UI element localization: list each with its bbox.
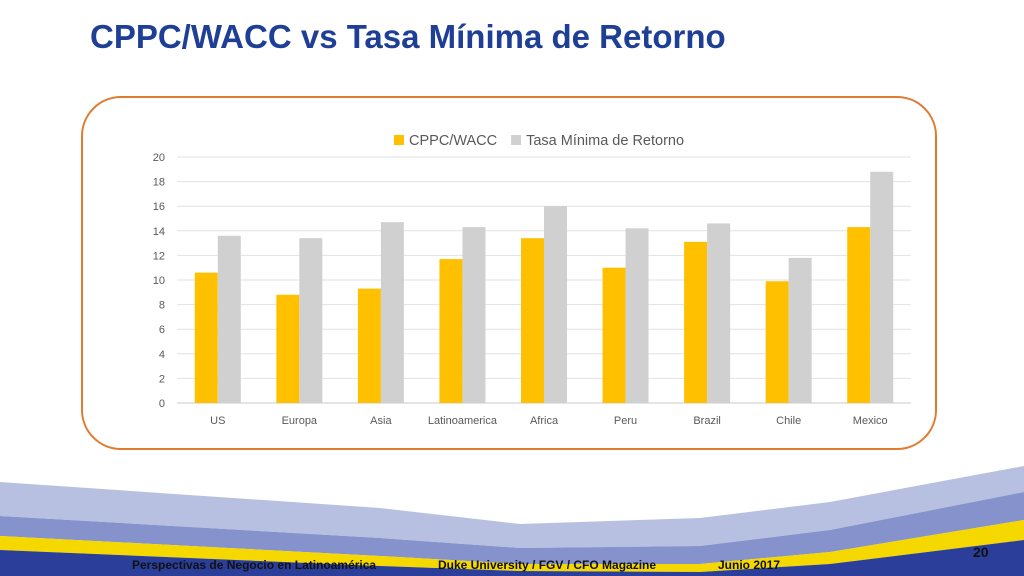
- x-tick-label: Asia: [370, 415, 392, 427]
- y-tick-label: 16: [153, 201, 165, 213]
- footer-center-text: Duke University / FGV / CFO Magazine: [438, 558, 657, 572]
- chart-frame: [81, 96, 937, 450]
- bar-cppc-wacc: [357, 288, 381, 403]
- bar-tasa-minima: [299, 238, 323, 403]
- x-tick-label: Brazil: [693, 415, 721, 427]
- x-tick-label: Peru: [614, 415, 637, 427]
- y-tick-label: 4: [159, 349, 165, 361]
- bar-cppc-wacc: [765, 281, 789, 403]
- bar-cppc-wacc: [276, 294, 300, 403]
- y-tick-label: 12: [153, 250, 165, 262]
- bar-tasa-minima: [870, 171, 894, 403]
- bar-tasa-minima: [707, 223, 731, 403]
- legend-label: CPPC/WACC: [409, 133, 497, 149]
- y-axis-tick-labels: 0 2 4 6 8 10 12 14 16 18 20: [153, 152, 165, 410]
- footer-right-text: Junio 2017: [718, 558, 781, 572]
- bar-cppc-wacc: [684, 241, 708, 403]
- x-tick-label: Europa: [282, 415, 318, 427]
- x-tick-label: Africa: [530, 415, 559, 427]
- footer-banner: [0, 466, 1024, 576]
- bars: [194, 171, 894, 403]
- footer-stripe-navy: [0, 540, 1024, 576]
- slide-title: CPPC/WACC vs Tasa Mínima de Retorno: [90, 18, 726, 55]
- bar-tasa-minima: [462, 227, 486, 403]
- bar-tasa-minima: [380, 222, 404, 403]
- x-axis-tick-labels: US Europa Asia Latinoamerica Africa Peru Brazi…: [210, 415, 888, 427]
- y-tick-label: 14: [153, 226, 165, 238]
- y-tick-label: 10: [153, 275, 165, 287]
- legend-label: Tasa Mínima de Retorno: [526, 133, 684, 149]
- bar-tasa-minima: [544, 206, 567, 403]
- legend-swatch: [511, 135, 522, 145]
- y-tick-label: 6: [159, 324, 165, 336]
- legend: CPPC/WACC Tasa Mínima de Retorno: [394, 133, 684, 149]
- y-tick-label: 8: [159, 300, 165, 312]
- footer-stripe-blue: [0, 492, 1024, 564]
- bar-cppc-wacc: [521, 238, 544, 403]
- bar-cppc-wacc: [847, 227, 871, 403]
- footer-stripe-light: [0, 466, 1024, 548]
- x-tick-label: Chile: [776, 415, 801, 427]
- x-tick-label: US: [210, 415, 225, 427]
- page-number: 20: [973, 544, 989, 560]
- x-tick-label: Mexico: [853, 415, 888, 427]
- y-tick-label: 20: [153, 152, 165, 164]
- bar-tasa-minima: [625, 228, 649, 403]
- bar-tasa-minima: [217, 235, 241, 403]
- y-tick-label: 0: [159, 398, 165, 410]
- y-tick-label: 2: [159, 373, 165, 385]
- footer-stripe-yellow: [0, 520, 1024, 572]
- footer-left-text: Perspectivas de Negocio en Latinoamérica: [132, 558, 377, 572]
- bar-tasa-minima: [788, 257, 812, 403]
- x-tick-label: Latinoamerica: [428, 415, 498, 427]
- bar-cppc-wacc: [439, 259, 463, 403]
- bar-cppc-wacc: [602, 267, 626, 403]
- legend-swatch: [394, 135, 404, 145]
- y-tick-label: 18: [153, 177, 165, 189]
- bar-cppc-wacc: [194, 272, 218, 403]
